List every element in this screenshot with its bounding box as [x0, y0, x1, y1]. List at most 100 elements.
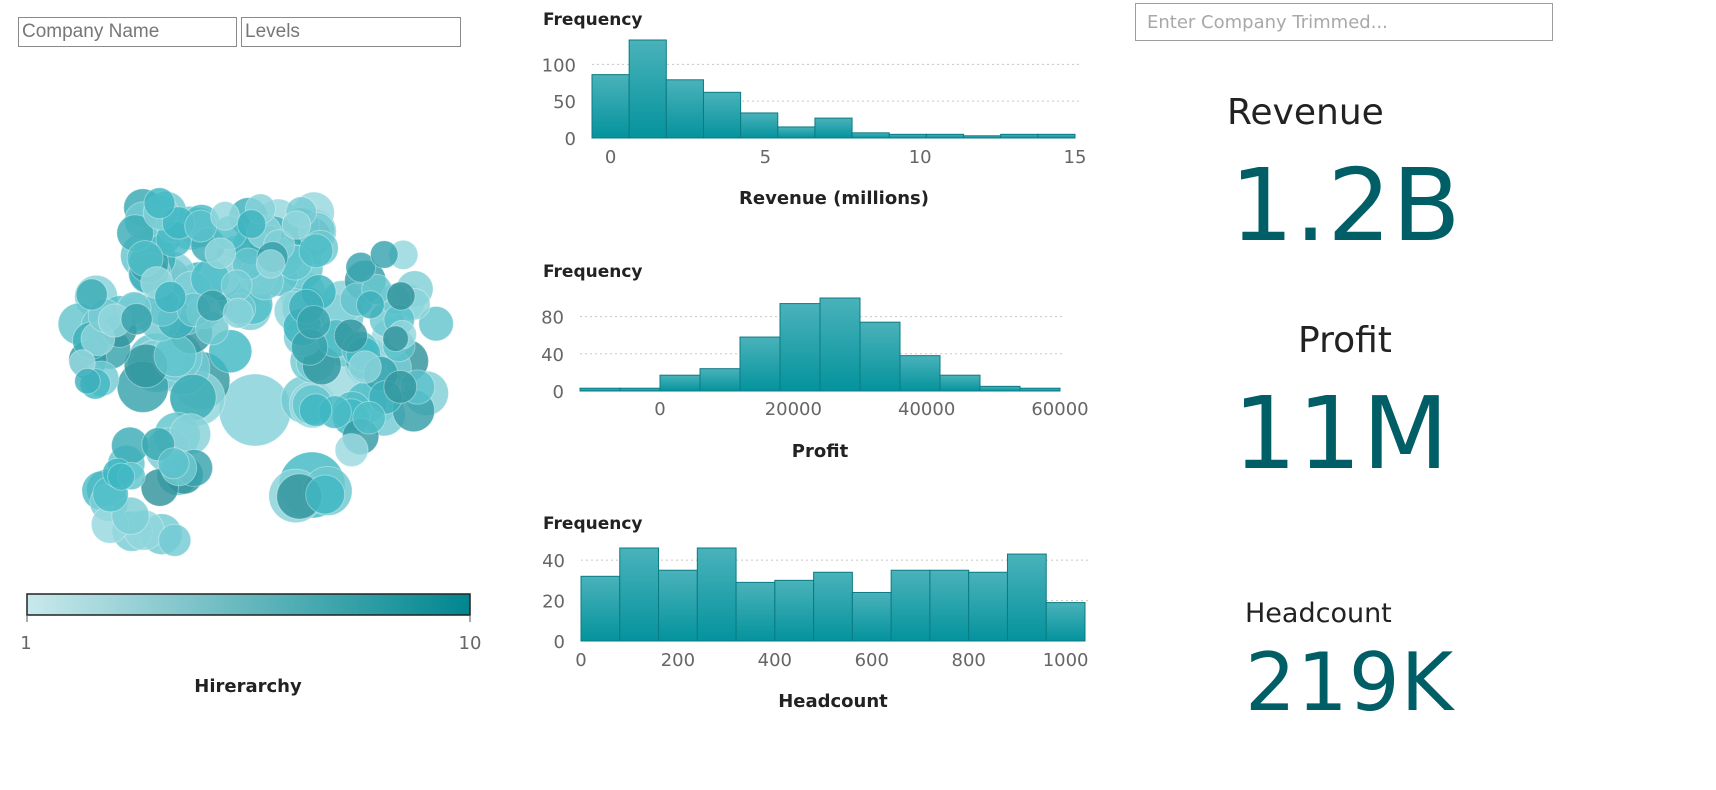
legend-gradient-bar [26, 593, 471, 616]
histogram-bar[interactable] [888, 133, 927, 139]
revenue-kpi-label: Revenue [1227, 92, 1384, 133]
histogram-bar[interactable] [899, 355, 941, 392]
bubble[interactable] [305, 474, 346, 515]
histogram-bar[interactable] [851, 132, 890, 139]
histogram-bar[interactable] [580, 575, 621, 642]
histogram-bar[interactable] [739, 336, 781, 392]
histogram-bar[interactable] [1006, 553, 1047, 642]
bubble-chart[interactable] [0, 0, 520, 580]
histogram-bar[interactable] [619, 547, 660, 642]
histogram-bar[interactable] [819, 297, 861, 392]
color-legend: 1 10 Hirerarchy [20, 593, 481, 697]
histogram-bar[interactable] [859, 321, 901, 392]
bubble[interactable] [345, 251, 377, 283]
bubble[interactable] [348, 350, 382, 384]
bubble[interactable] [356, 290, 385, 320]
bubble[interactable] [157, 447, 190, 480]
histogram-bar[interactable] [777, 126, 816, 139]
bubble[interactable] [382, 325, 409, 353]
x-tick-label: 5 [760, 147, 771, 168]
histogram-bar[interactable] [658, 569, 698, 642]
histogram-bar[interactable] [740, 112, 779, 139]
headcount-kpi-label: Headcount [1245, 598, 1392, 629]
y-tick-label: 0 [553, 382, 564, 403]
profit-kpi-value: 11M [1233, 375, 1450, 492]
bubble[interactable] [107, 462, 136, 491]
histogram-bar[interactable] [735, 581, 776, 642]
bubble[interactable] [204, 237, 237, 269]
profit-histogram[interactable]: Frequency 0 40 80 0 20000 40000 60000 Profit [530, 255, 1090, 470]
histogram-bar[interactable] [1037, 133, 1076, 139]
bubble[interactable] [120, 303, 153, 336]
bubble[interactable] [352, 400, 386, 435]
bubble[interactable] [154, 280, 187, 314]
bubble[interactable] [255, 249, 286, 279]
bubble[interactable] [386, 281, 416, 311]
histogram-bar[interactable] [779, 303, 821, 392]
histogram-bar[interactable] [851, 591, 892, 642]
bubble[interactable] [296, 305, 331, 340]
histogram-bar[interactable] [628, 39, 667, 139]
bubble[interactable] [298, 233, 334, 269]
bubble[interactable] [158, 523, 192, 557]
y-tick-label: 40 [541, 345, 564, 366]
y-tick-label: 0 [565, 129, 576, 150]
bubble[interactable] [236, 209, 267, 239]
y-axis-label: Frequency [543, 262, 643, 282]
histogram-bar[interactable] [963, 135, 1002, 139]
bubble[interactable] [369, 240, 399, 269]
bubble[interactable] [383, 370, 418, 404]
x-tick-label: 0 [654, 399, 665, 420]
histogram-bar[interactable] [968, 571, 1008, 642]
histogram-bar[interactable] [939, 374, 981, 392]
levels-input[interactable] [241, 17, 461, 47]
y-tick-label: 100 [542, 55, 576, 76]
x-tick-label: 15 [1064, 147, 1087, 168]
revenue-kpi-value: 1.2B [1230, 147, 1462, 264]
bubble[interactable] [74, 367, 101, 395]
bubble[interactable] [210, 201, 240, 231]
x-tick-label: 20000 [765, 399, 822, 420]
y-tick-label: 80 [541, 308, 564, 329]
y-tick-label: 40 [542, 551, 565, 572]
histogram-bar[interactable] [619, 387, 661, 392]
company-search-input[interactable] [1135, 3, 1553, 41]
histogram-bar[interactable] [702, 91, 742, 139]
bubble[interactable] [220, 269, 253, 302]
x-tick-label: 600 [855, 650, 889, 671]
x-axis-label: Headcount [778, 691, 888, 712]
histogram-bar[interactable] [929, 569, 970, 642]
histogram-bar[interactable] [979, 385, 1021, 392]
histogram-bar[interactable] [814, 117, 853, 139]
x-axis-label: Profit [792, 441, 849, 462]
y-tick-label: 0 [554, 632, 565, 653]
x-tick-label: 40000 [898, 399, 955, 420]
histogram-bar[interactable] [890, 569, 931, 642]
histogram-bar[interactable] [925, 133, 965, 139]
revenue-histogram[interactable]: Frequency 0 50 100 0 5 10 15 Revenue (millions) [530, 0, 1090, 215]
histogram-bar[interactable] [699, 368, 741, 392]
histogram-bar[interactable] [591, 74, 630, 139]
histogram-bar[interactable] [696, 547, 737, 642]
histogram-bar[interactable] [1045, 602, 1086, 642]
company-name-input[interactable] [18, 17, 237, 47]
bubble[interactable] [143, 187, 176, 220]
histogram-bar[interactable] [774, 579, 815, 642]
bubble[interactable] [298, 393, 333, 427]
histogram-bar[interactable] [659, 374, 701, 392]
x-tick-label: 1000 [1043, 650, 1089, 671]
bubble[interactable] [418, 305, 454, 342]
histogram-bar[interactable] [579, 387, 621, 392]
bubble[interactable] [75, 278, 108, 311]
bubble[interactable] [334, 433, 369, 468]
histogram-bar[interactable] [665, 79, 704, 139]
histogram-bar[interactable] [1000, 133, 1039, 139]
histogram-bar[interactable] [1019, 387, 1061, 392]
bubble[interactable] [281, 210, 312, 240]
legend-title: Hirerarchy [194, 676, 302, 697]
histogram-bar[interactable] [813, 571, 853, 642]
bubble[interactable] [333, 318, 368, 353]
x-tick-label: 10 [909, 147, 932, 168]
bubble[interactable] [222, 297, 254, 329]
